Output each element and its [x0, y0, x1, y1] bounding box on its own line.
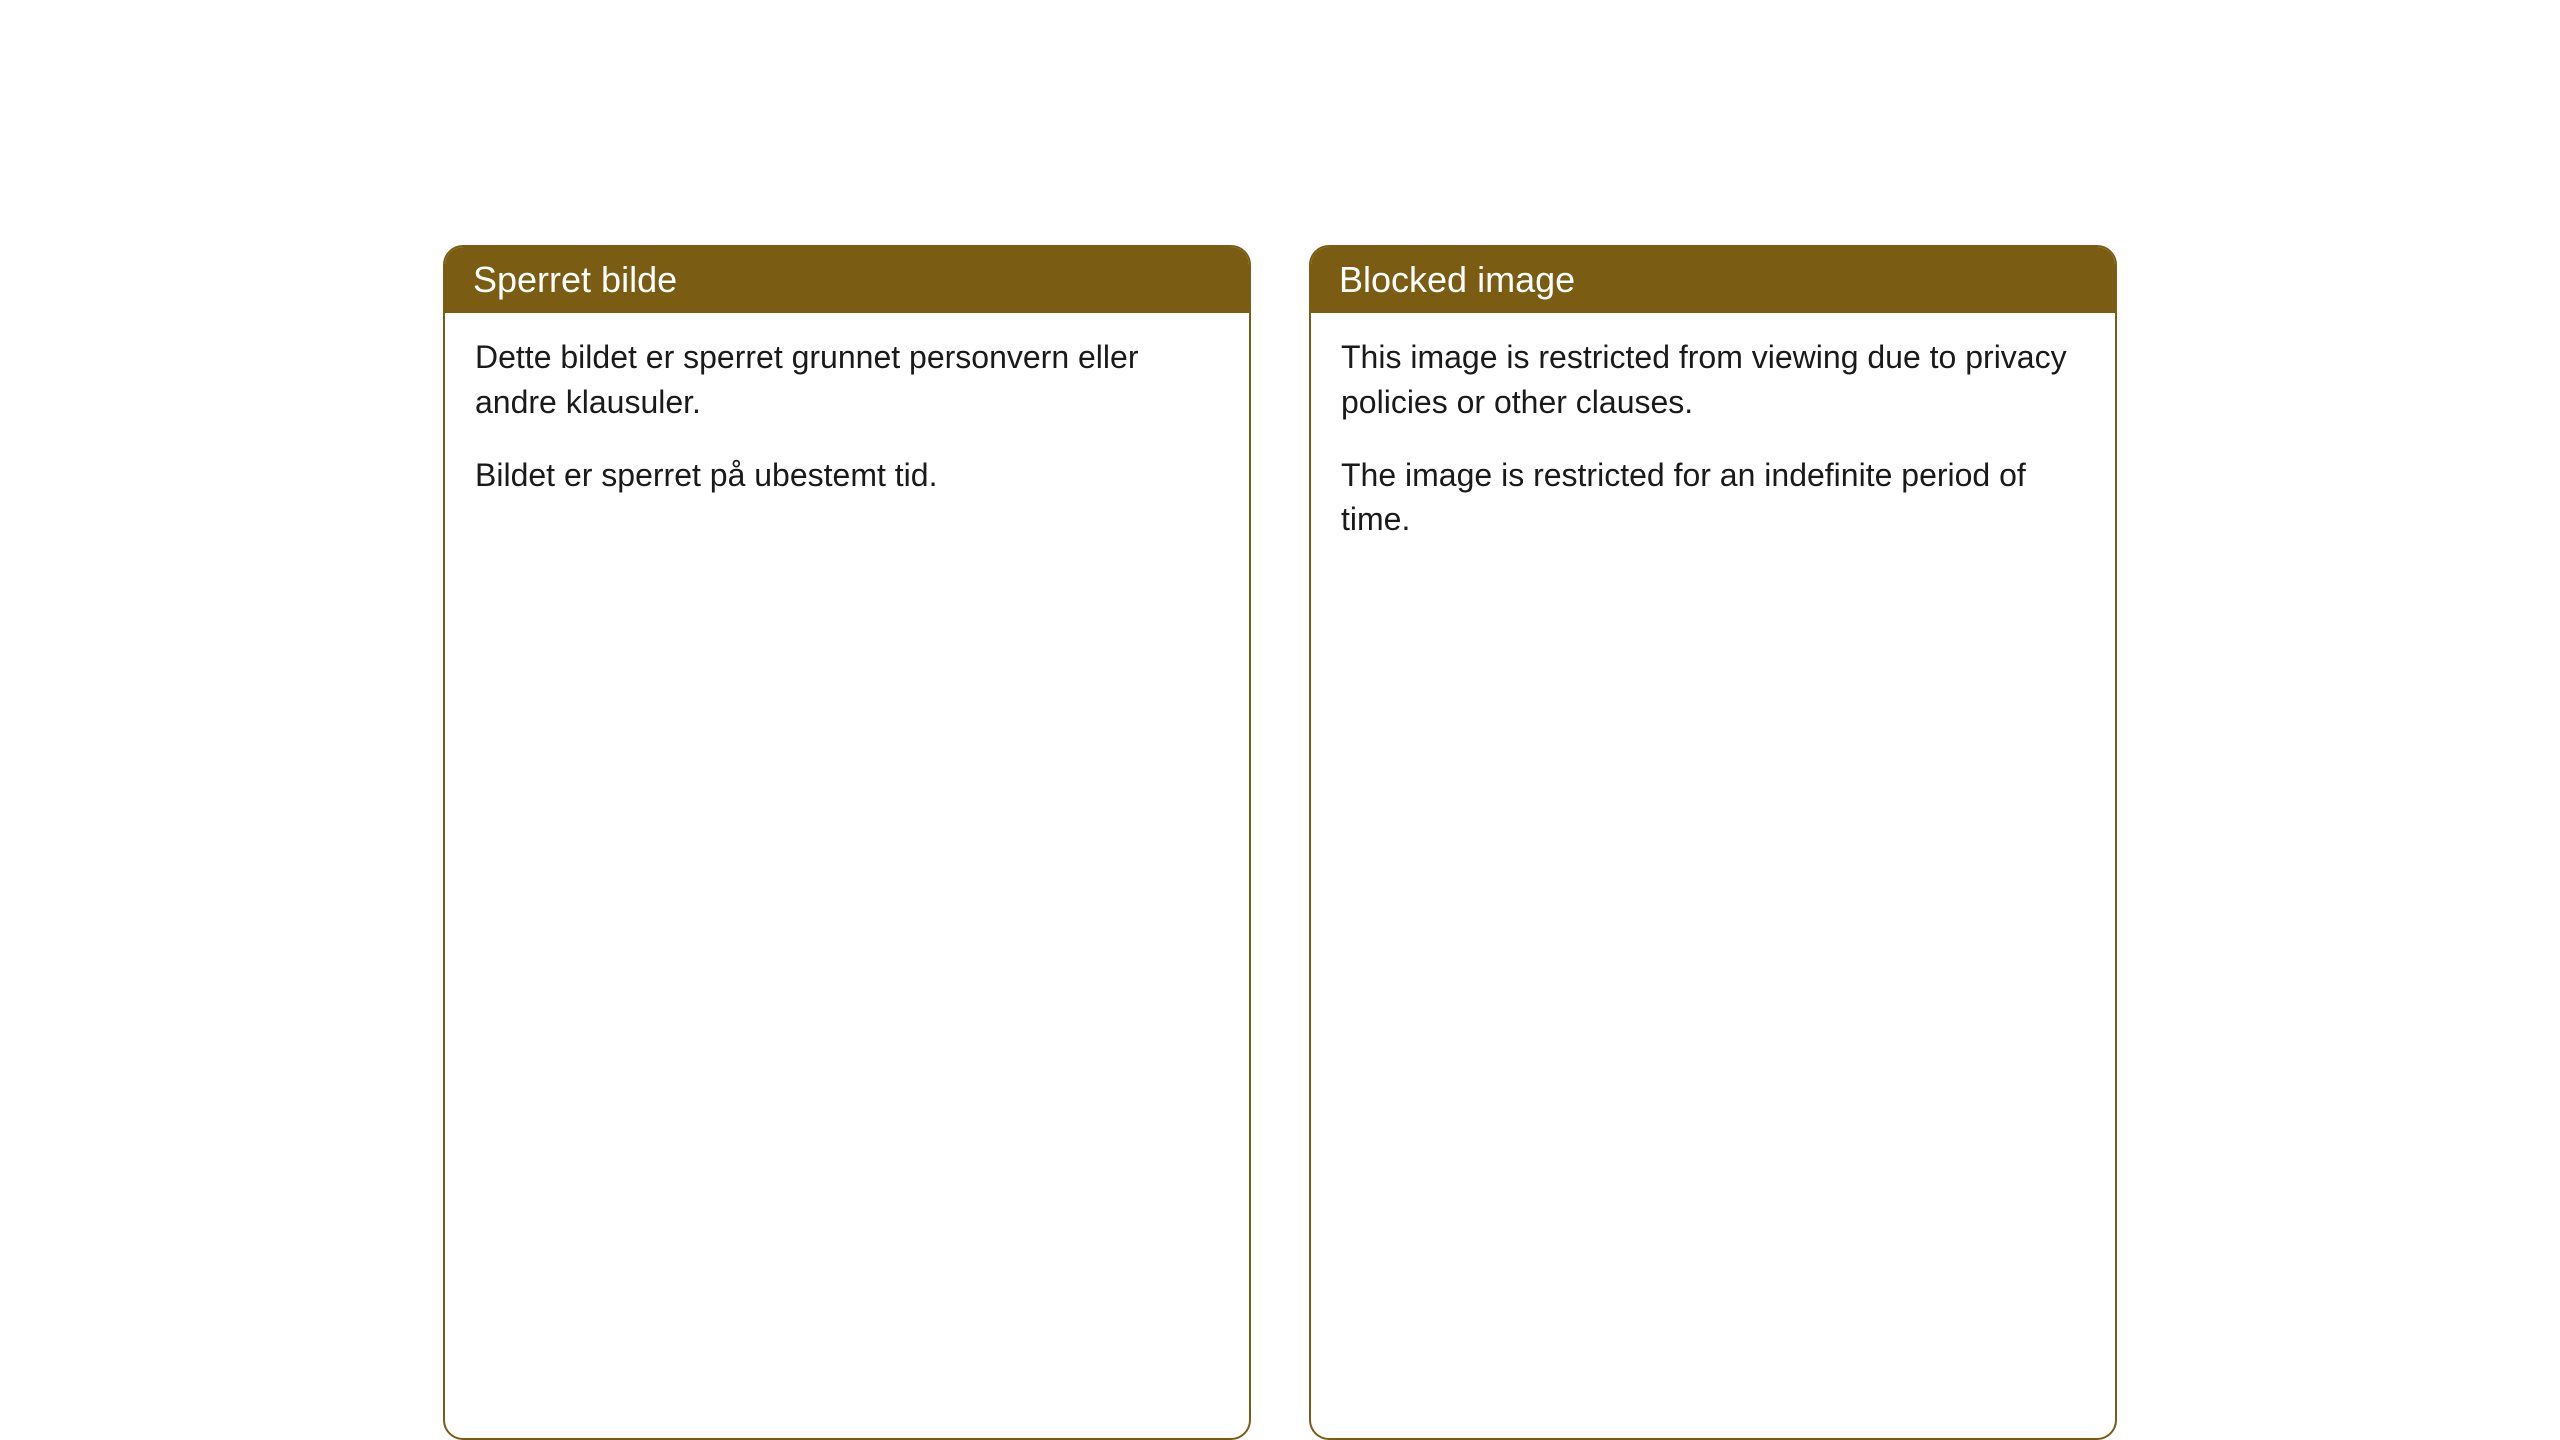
card-title-norwegian: Sperret bilde [445, 247, 1249, 313]
card-body-norwegian: Dette bildet er sperret grunnet personve… [445, 313, 1249, 527]
card-paragraph: This image is restricted from viewing du… [1341, 335, 2085, 425]
notice-card-english: Blocked image This image is restricted f… [1309, 245, 2117, 1440]
notice-cards-container: Sperret bilde Dette bildet er sperret gr… [443, 245, 2117, 1440]
card-paragraph: Dette bildet er sperret grunnet personve… [475, 335, 1219, 425]
card-title-english: Blocked image [1311, 247, 2115, 313]
card-paragraph: The image is restricted for an indefinit… [1341, 453, 2085, 543]
card-body-english: This image is restricted from viewing du… [1311, 313, 2115, 572]
card-paragraph: Bildet er sperret på ubestemt tid. [475, 453, 1219, 498]
notice-card-norwegian: Sperret bilde Dette bildet er sperret gr… [443, 245, 1251, 1440]
